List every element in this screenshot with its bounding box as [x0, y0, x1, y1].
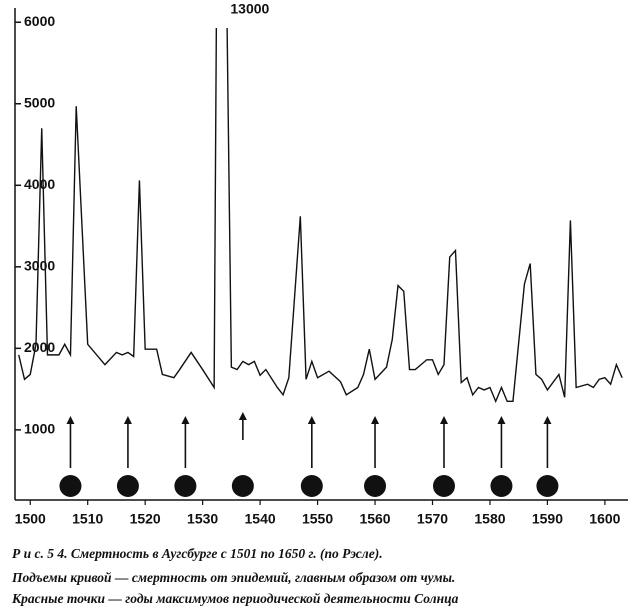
y-tick-label: 5000 — [24, 94, 55, 110]
x-tick-label: 1550 — [302, 511, 333, 527]
caption: Подъемы кривой — смертность от эпидемий,… — [11, 570, 455, 585]
x-tick-label: 1560 — [359, 511, 390, 527]
x-tick-label: 1590 — [532, 511, 563, 527]
x-tick-label: 1600 — [589, 511, 620, 527]
y-tick-label: 3000 — [24, 258, 55, 274]
solar-max-dot — [231, 475, 254, 497]
solar-max-dot — [116, 475, 139, 497]
solar-max-dot — [59, 475, 82, 497]
x-tick-label: 1540 — [245, 511, 276, 527]
caption: Р и с. 5 4. Смертность в Аугсбурге с 150… — [12, 546, 383, 561]
mortality-line — [18, 28, 623, 404]
x-tick-label: 1570 — [417, 511, 448, 527]
solar-max-dot — [174, 475, 197, 497]
x-tick-label: 1580 — [474, 511, 505, 527]
x-tick-label: 1520 — [130, 511, 161, 527]
x-tick-label: 1530 — [187, 511, 218, 527]
data-label: 13000 — [230, 1, 269, 17]
y-tick-label: 6000 — [24, 13, 55, 29]
solar-max-dot — [300, 475, 323, 497]
y-tick-label: 1000 — [24, 421, 55, 437]
solar-max-dot — [364, 475, 387, 497]
y-tick-label: 2000 — [24, 339, 55, 355]
solar-max-dot — [490, 475, 513, 497]
caption: Красные точки — годы максимумов периодич… — [11, 591, 459, 606]
solar-max-dot — [536, 475, 559, 497]
x-tick-label: 1500 — [15, 511, 46, 527]
solar-max-dot — [432, 475, 455, 497]
x-tick-label: 1510 — [72, 511, 103, 527]
